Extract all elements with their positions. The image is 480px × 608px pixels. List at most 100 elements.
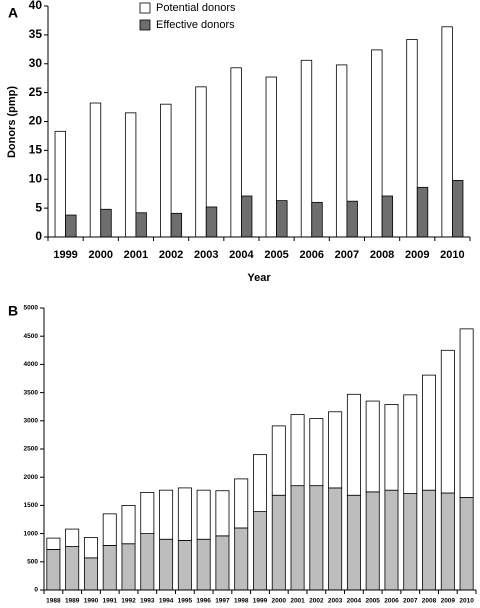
bar bbox=[54, 130, 66, 238]
bar bbox=[365, 400, 380, 493]
bar bbox=[440, 349, 455, 494]
bar bbox=[121, 543, 136, 591]
bar bbox=[290, 485, 305, 591]
bar bbox=[135, 212, 147, 238]
bar bbox=[440, 492, 455, 591]
y-tick-label: 4500 bbox=[24, 333, 39, 340]
bar bbox=[83, 557, 98, 591]
bar bbox=[346, 393, 361, 496]
bar bbox=[403, 394, 418, 494]
bar bbox=[230, 67, 242, 238]
x-tick-label: 2001 bbox=[124, 249, 148, 261]
x-tick-label: 2001 bbox=[290, 598, 305, 605]
bar bbox=[83, 537, 98, 559]
bar bbox=[159, 538, 174, 591]
bar bbox=[215, 535, 230, 591]
x-tick-label: 1999 bbox=[53, 249, 77, 261]
bar bbox=[241, 195, 253, 238]
panel-label: B bbox=[8, 303, 18, 319]
x-tick-label: 2004 bbox=[229, 249, 254, 261]
x-tick-label: 2000 bbox=[89, 249, 113, 261]
bar bbox=[234, 527, 249, 591]
bar bbox=[406, 39, 418, 238]
y-tick-label: 5000 bbox=[24, 305, 39, 312]
x-tick-label: 1994 bbox=[159, 598, 174, 605]
y-tick-label: 500 bbox=[27, 559, 38, 566]
bar bbox=[140, 492, 155, 535]
x-axis-label: Year bbox=[247, 272, 271, 284]
bar bbox=[46, 548, 61, 591]
bar bbox=[290, 414, 305, 487]
bar bbox=[459, 497, 474, 591]
bar bbox=[124, 112, 137, 238]
x-tick-label: 2006 bbox=[384, 598, 399, 605]
x-tick-label: 1995 bbox=[178, 598, 193, 605]
bar bbox=[253, 454, 267, 513]
y-tick-label: 5 bbox=[35, 200, 42, 214]
y-tick-label: 2000 bbox=[24, 474, 39, 481]
bar bbox=[177, 487, 192, 541]
bar bbox=[253, 511, 267, 591]
bar bbox=[371, 49, 383, 238]
x-tick-label: 2009 bbox=[405, 249, 429, 261]
bar bbox=[311, 201, 323, 238]
bar bbox=[177, 539, 192, 591]
bar bbox=[271, 494, 286, 591]
bar bbox=[215, 490, 230, 537]
y-tick-label: 0 bbox=[34, 587, 38, 594]
x-tick-label: 2003 bbox=[328, 598, 343, 605]
bar bbox=[346, 494, 361, 591]
x-tick-label: 2003 bbox=[194, 249, 218, 261]
bar bbox=[65, 528, 80, 547]
bar bbox=[196, 489, 211, 540]
bar bbox=[234, 478, 249, 529]
bar bbox=[100, 208, 112, 238]
bar bbox=[309, 485, 324, 591]
y-tick-label: 15 bbox=[29, 143, 43, 157]
x-tick-label: 1998 bbox=[234, 598, 249, 605]
bar bbox=[271, 425, 286, 496]
y-tick-label: 1500 bbox=[24, 502, 39, 509]
x-tick-label: 2004 bbox=[347, 598, 362, 605]
x-tick-label: 1991 bbox=[103, 598, 118, 605]
x-tick-label: 2005 bbox=[264, 249, 288, 261]
bar bbox=[46, 537, 61, 550]
bar bbox=[381, 195, 394, 238]
bar bbox=[328, 411, 343, 489]
bar bbox=[89, 102, 102, 238]
y-axis-label: Donors (pmp) bbox=[6, 86, 18, 158]
x-tick-label: 2002 bbox=[159, 249, 183, 261]
bar bbox=[196, 538, 211, 591]
x-tick-label: 2008 bbox=[422, 598, 437, 605]
x-tick-label: 2006 bbox=[300, 249, 324, 261]
bar bbox=[365, 491, 380, 591]
x-tick-label: 2008 bbox=[370, 249, 394, 261]
bar bbox=[422, 489, 437, 591]
x-tick-label: 1992 bbox=[121, 598, 136, 605]
legend-swatch bbox=[139, 19, 151, 31]
bar bbox=[205, 206, 218, 238]
y-tick-label: 10 bbox=[29, 171, 43, 185]
bar bbox=[102, 545, 117, 591]
x-tick-label: 1996 bbox=[196, 598, 211, 605]
legend-swatch bbox=[139, 2, 151, 14]
bar bbox=[346, 200, 358, 238]
bar bbox=[309, 418, 324, 487]
y-tick-label: 3500 bbox=[24, 389, 39, 396]
y-tick-label: 2500 bbox=[24, 446, 39, 453]
legend-label: Effective donors bbox=[156, 19, 235, 31]
bar bbox=[459, 328, 474, 498]
bar bbox=[452, 180, 464, 238]
bar bbox=[384, 404, 399, 491]
bar bbox=[65, 214, 77, 238]
x-tick-label: 2000 bbox=[272, 598, 287, 605]
x-tick-label: 2007 bbox=[335, 249, 359, 261]
bar bbox=[102, 513, 117, 546]
bar bbox=[276, 200, 288, 238]
y-tick-label: 0 bbox=[35, 229, 42, 243]
x-tick-label: 2007 bbox=[403, 598, 418, 605]
bar bbox=[403, 493, 418, 591]
x-tick-label: 1988 bbox=[46, 598, 61, 605]
x-tick-label: 1990 bbox=[84, 598, 99, 605]
bar bbox=[422, 374, 437, 491]
